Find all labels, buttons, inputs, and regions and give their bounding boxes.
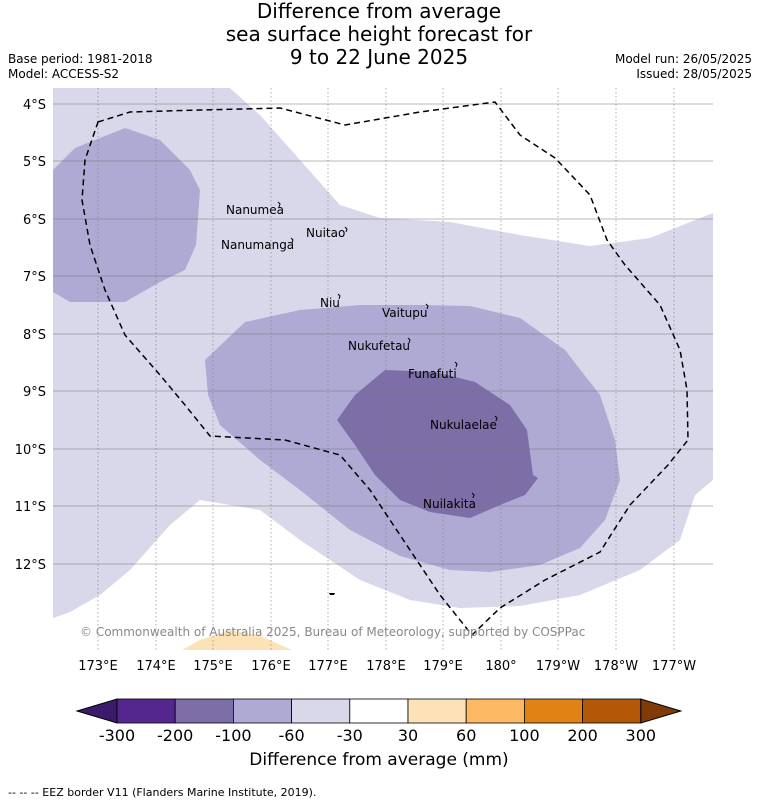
island-label: Nuitao — [306, 226, 345, 240]
latitude-labels: 4°S 5°S 6°S 7°S 8°S 9°S 10°S 11°S 12°S — [15, 98, 46, 573]
lat-label: 8°S — [23, 328, 46, 343]
copyright-note: © Commonwealth of Australia 2025, Bureau… — [80, 625, 585, 639]
island-label: Nanumanga — [221, 238, 294, 252]
title-line-1: Difference from average — [256, 0, 502, 23]
lon-label: 178°W — [594, 659, 638, 674]
colorbar-segment — [582, 698, 642, 724]
model-name: Model: ACCESS-S2 — [8, 67, 120, 81]
colorbar-tick-label: 200 — [567, 726, 598, 745]
lat-label: 6°S — [23, 213, 46, 228]
colorbar-tick-label: -300 — [99, 726, 135, 745]
lon-label: 179°W — [536, 659, 580, 674]
colorbar-tick-label: 30 — [398, 726, 418, 745]
lon-label: 177°E — [308, 659, 348, 674]
contour-positive — [182, 630, 292, 650]
colorbar-segment — [349, 698, 409, 724]
colorbar-segment — [407, 698, 467, 724]
colorbar-extend-low — [75, 698, 118, 724]
island-shape — [407, 337, 411, 344]
lon-label: 175°E — [193, 659, 233, 674]
colorbar-tick-label: -60 — [279, 726, 305, 745]
lat-label: 5°S — [23, 155, 46, 170]
colorbar-segment — [232, 698, 292, 724]
base-period: Base period: 1981-2018 — [8, 52, 153, 66]
lon-label: 173°E — [78, 659, 118, 674]
island-shape — [290, 237, 294, 244]
eez-footnote: -- -- -- EEZ border V11 (Flanders Marine… — [8, 786, 317, 799]
island-label: Nanumea — [226, 203, 284, 217]
colorbar-tick-label: -30 — [337, 726, 363, 745]
lon-label: 174°E — [136, 659, 176, 674]
lat-label: 4°S — [23, 98, 46, 113]
island-label: Vaitupu — [382, 306, 428, 320]
colorbar-extend-high — [640, 698, 683, 724]
island-shape — [454, 361, 458, 368]
colorbar-segment — [465, 698, 525, 724]
island-shape — [337, 293, 341, 300]
lat-label: 7°S — [23, 270, 46, 285]
colorbar-segment — [291, 698, 351, 724]
colorbar-label: Difference from average (mm) — [249, 750, 509, 770]
anomaly-contours — [53, 88, 713, 650]
lat-label: 11°S — [15, 500, 46, 515]
colorbar-tick-label: 300 — [626, 726, 657, 745]
graticule — [53, 88, 713, 650]
island-label: Nuilakita — [423, 497, 476, 511]
lat-label: 12°S — [15, 558, 46, 573]
lat-label: 10°S — [15, 443, 46, 458]
island-label: Niu — [320, 296, 340, 310]
eez-border — [81, 101, 689, 637]
island-shape — [425, 303, 429, 310]
island-shape — [344, 226, 348, 233]
colorbar-tick-label: 100 — [509, 726, 540, 745]
contour-mid-northwest — [53, 128, 200, 302]
colorbar-tick-label: -100 — [215, 726, 251, 745]
colorbar-tick-label: 60 — [456, 726, 476, 745]
island-labels: Nanumea Nuitao Nanumanga Niu Vaitupu Nukufeta… — [221, 201, 498, 595]
lon-label: 179°E — [423, 659, 463, 674]
lon-label: 180° — [485, 659, 516, 674]
island-shape — [471, 492, 475, 499]
lon-label: 177°W — [652, 659, 696, 674]
lon-label: 176°E — [251, 659, 291, 674]
island-shape — [494, 415, 498, 422]
island-shape — [277, 201, 281, 208]
contour-dark-central — [337, 370, 538, 518]
title-line-2: sea surface height forecast for — [225, 22, 533, 46]
lat-label: 9°S — [23, 385, 46, 400]
longitude-labels: 173°E 174°E 175°E 176°E 177°E 178°E 179°E 180° 1… — [78, 659, 696, 674]
colorbar-segment — [524, 698, 584, 724]
issued-date: Issued: 28/05/2025 — [636, 67, 752, 81]
island-label: Nukulaelae — [430, 418, 497, 432]
lon-label: 178°E — [366, 659, 406, 674]
colorbar: -300 -200 -100 -60 -30 30 60 100 200 300 — [75, 698, 683, 745]
colorbar-segment — [174, 698, 234, 724]
island-label: Nukufetau — [348, 339, 410, 353]
colorbar-tick-label: -200 — [157, 726, 193, 745]
island-shape — [329, 593, 335, 595]
island-label: Funafuti — [408, 367, 457, 381]
title-line-3: 9 to 22 June 2025 — [289, 45, 469, 69]
model-run: Model run: 26/05/2025 — [614, 52, 752, 66]
colorbar-segment — [116, 698, 176, 724]
